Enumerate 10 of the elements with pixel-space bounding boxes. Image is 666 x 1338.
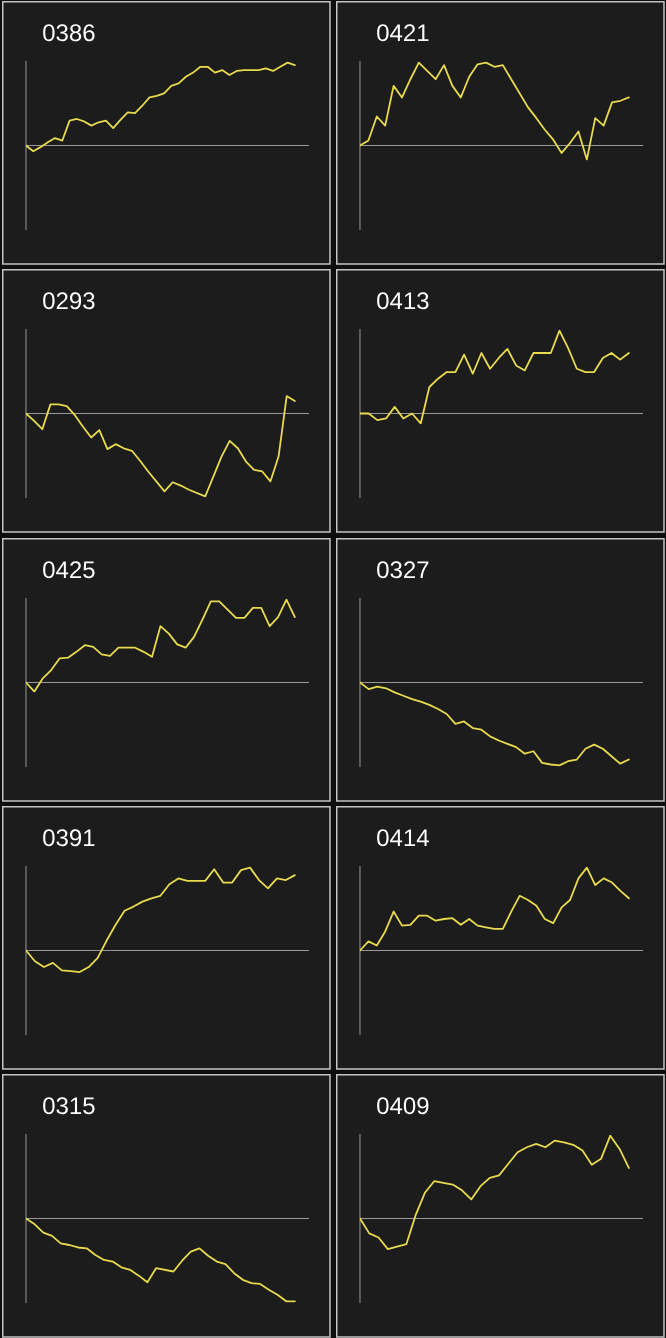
- chart-title: 0414: [377, 829, 429, 847]
- chart-title: 0409: [377, 1097, 429, 1115]
- chart-title: 0327: [377, 561, 429, 579]
- chart-title: 0315: [43, 1097, 95, 1115]
- chart-title: 0293: [43, 292, 95, 310]
- chart-title: 0425: [43, 561, 95, 579]
- chart-title: 0386: [43, 24, 95, 42]
- chart-title: 0421: [377, 24, 429, 42]
- chart-title: 0391: [43, 829, 95, 847]
- chart-title: 0413: [377, 292, 429, 310]
